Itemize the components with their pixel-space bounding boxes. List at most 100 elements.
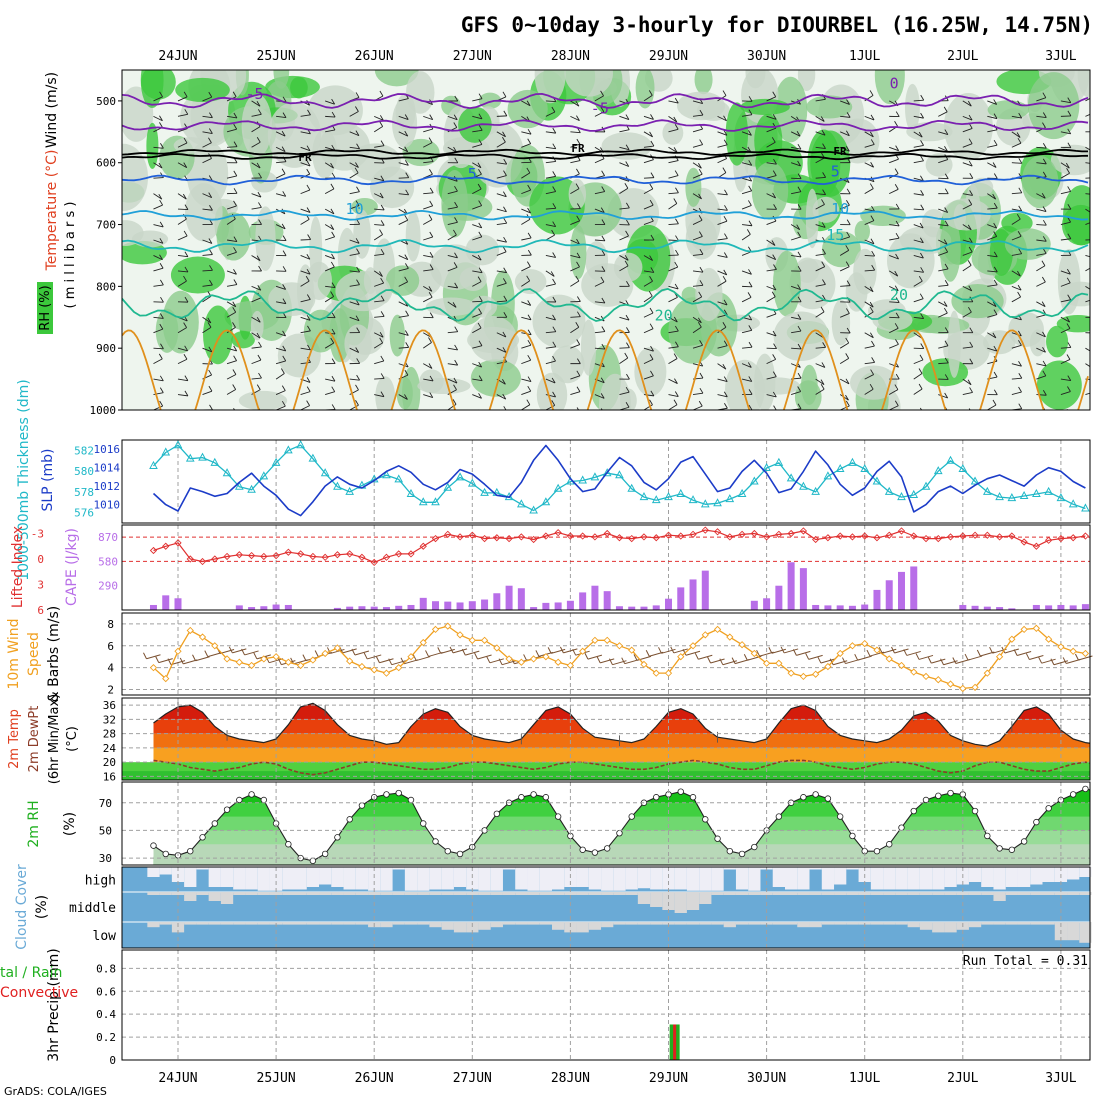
cape-bar: [456, 602, 464, 610]
thickness-point: [688, 495, 698, 504]
wind-barb-flag: [1065, 162, 1070, 169]
wind-barb-flag: [425, 650, 429, 657]
wind-barb-flag: [282, 284, 287, 290]
wind-barb-flag: [993, 139, 998, 146]
wind-barb-flag: [943, 239, 948, 245]
rh-shading: [392, 98, 418, 148]
wind-barb: [643, 131, 653, 138]
wind-barb: [839, 342, 849, 349]
lifted-index-axis-label: Lifted Index: [10, 526, 26, 608]
wind-barb-flag: [1067, 342, 1072, 348]
lifted-index-point: [284, 548, 292, 556]
wind-barb-flag: [478, 231, 483, 238]
wind-barb: [496, 361, 507, 365]
wind-barb: [766, 332, 777, 337]
wind-barb: [275, 373, 285, 380]
wind-barb: [839, 378, 850, 385]
wind-barb: [741, 131, 752, 136]
wind-barb: [477, 654, 492, 660]
cloud-clear-low: [429, 922, 442, 928]
cloud-clear-high: [282, 867, 295, 890]
wind-barb-flag: [232, 307, 237, 313]
wind-speed-point: [407, 653, 415, 661]
wind-barb-flag: [625, 230, 629, 237]
wind-barb-flag: [1042, 206, 1047, 212]
wind-barb: [1085, 162, 1090, 164]
wind-barb-flag: [845, 337, 850, 344]
wind-barb-flag: [454, 217, 458, 223]
wind-barb: [766, 96, 776, 102]
wind-barb: [1011, 235, 1022, 241]
wind-barb: [226, 251, 237, 256]
wind-barb-flag: [624, 352, 629, 359]
wind-barb-flag: [552, 203, 557, 209]
slp-line: [152, 444, 1086, 517]
wind-barb-flag: [820, 116, 825, 122]
wind-barb-flag: [160, 296, 164, 303]
wind-barb-flag: [233, 269, 237, 275]
wind-barb-flag: [527, 354, 532, 361]
wind-barb-flag: [576, 203, 581, 209]
precip-tick-label: 0.6: [96, 985, 116, 998]
wind-barb: [1041, 658, 1056, 664]
wind-barb-flag: [1017, 137, 1022, 144]
wind-barb: [619, 146, 630, 151]
wind-barb: [741, 233, 751, 241]
cloud-clear-middle: [625, 892, 638, 895]
wind-barb-flag: [527, 300, 532, 306]
wind-barb-flag: [797, 186, 802, 192]
wind-barb: [594, 301, 605, 304]
wind-barb: [447, 378, 458, 384]
wind-barb-flag: [846, 231, 851, 238]
wind-barb: [717, 144, 728, 148]
wind-barb-flag: [822, 248, 826, 255]
thickness-point: [639, 492, 649, 501]
rh-point: [1020, 838, 1028, 845]
rh-shading: [1046, 325, 1069, 358]
wind-barb-flag: [649, 323, 654, 329]
lifted-index-point: [1032, 542, 1041, 550]
wind-barb-flag: [723, 269, 728, 276]
wind-barb-flag: [722, 322, 727, 328]
cloud-clear-high: [625, 867, 638, 890]
wind-barb-flag: [707, 656, 711, 664]
wind-barb-flag: [331, 386, 336, 392]
wind-barb: [398, 267, 409, 272]
wind-barb-flag: [621, 657, 626, 664]
wind-barb: [668, 192, 679, 195]
wind-barb: [692, 296, 702, 303]
wind-barb: [864, 239, 875, 245]
cloud-clear-middle: [601, 892, 614, 895]
wind-barb-flag: [209, 279, 213, 286]
cloud-clear-middle: [429, 892, 442, 895]
cloud-clear-middle: [699, 892, 712, 904]
wind-barb: [1036, 115, 1047, 118]
wind-speed-point: [505, 655, 513, 663]
wind-barb: [202, 254, 213, 256]
wind-barb: [840, 100, 850, 105]
wind-barb: [1011, 142, 1022, 148]
wind-barb: [496, 162, 507, 165]
cape-bar: [848, 605, 856, 610]
rh-shading: [831, 299, 851, 346]
lifted-index-point: [640, 533, 648, 541]
rh-point: [935, 792, 942, 800]
wind-barb-flag: [208, 175, 213, 181]
lifted-index-point: [934, 534, 942, 543]
wind-barb: [398, 281, 408, 287]
wind-barb-flag: [355, 400, 359, 406]
wind-barb-flag: [282, 298, 287, 304]
wind-barb: [447, 363, 458, 366]
wind-barb: [938, 284, 949, 287]
wind-barb-flag: [723, 130, 728, 136]
wind-barb-flag: [478, 361, 483, 368]
wind-barb-flag: [723, 309, 728, 315]
wind-barb-flag: [699, 280, 704, 286]
wind-barb-flag: [1067, 128, 1072, 135]
wind-barb: [545, 283, 556, 287]
wind-barb-flag: [428, 137, 433, 143]
cape-bar: [665, 598, 672, 610]
wind-barb: [668, 404, 678, 410]
wind-barb-flag: [331, 98, 336, 105]
wind-barb: [349, 301, 360, 306]
